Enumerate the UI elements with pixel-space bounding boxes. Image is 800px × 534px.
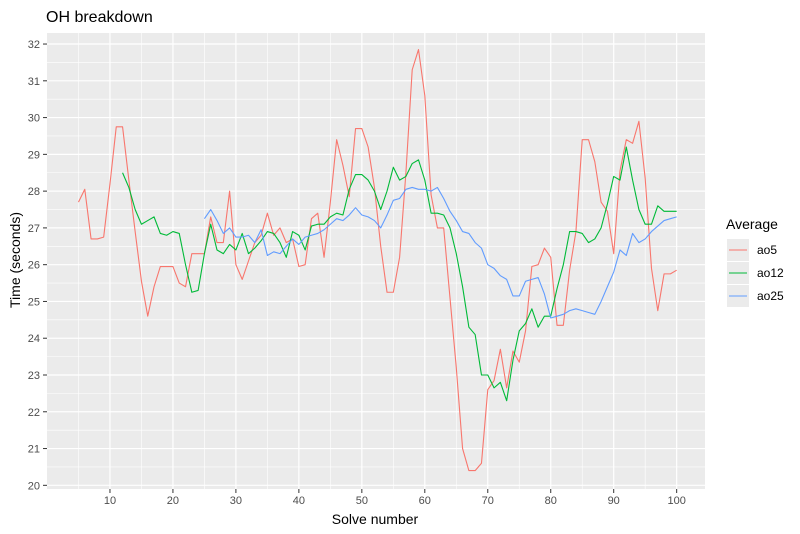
y-axis: 20 21 22 23 24 25 26 27 28 29 30 31 32: [28, 39, 47, 492]
x-tick-label: 30: [230, 495, 242, 507]
y-tick-label: 21: [28, 444, 40, 456]
x-tick-label: 90: [608, 495, 620, 507]
chart-title: OH breakdown: [46, 9, 153, 26]
legend-label: ao25: [757, 289, 784, 303]
y-axis-title: Time (seconds): [7, 212, 23, 308]
x-tick-label: 20: [167, 495, 179, 507]
x-tick-label: 50: [356, 495, 368, 507]
y-tick-label: 24: [28, 333, 40, 345]
y-tick-label: 23: [28, 370, 40, 382]
y-tick-label: 30: [28, 113, 40, 125]
x-tick-label: 70: [482, 495, 494, 507]
x-axis-title: Solve number: [332, 511, 419, 527]
y-tick-label: 27: [28, 223, 40, 235]
x-tick-label: 10: [104, 495, 116, 507]
series-line-ao12: [122, 146, 677, 402]
plot-panel: [47, 33, 705, 489]
x-tick-label: 80: [545, 495, 557, 507]
x-axis: 10 20 30 40 50 60 70 80 90 100: [104, 489, 686, 507]
y-tick-label: 31: [28, 76, 40, 88]
series-line-ao5: [77, 48, 677, 472]
grid-minor: [47, 33, 705, 489]
y-tick-label: 20: [28, 480, 40, 492]
legend-label: ao5: [757, 243, 777, 257]
y-tick-label: 28: [28, 186, 40, 198]
y-tick-label: 25: [28, 296, 40, 308]
y-tick-label: 26: [28, 260, 40, 272]
legend: Average ao5 ao12 ao25: [726, 216, 784, 307]
y-tick-label: 22: [28, 407, 40, 419]
legend-label: ao12: [757, 266, 784, 280]
x-tick-label: 60: [419, 495, 431, 507]
legend-title: Average: [726, 216, 778, 232]
series-layer: [77, 48, 677, 472]
x-tick-label: 100: [667, 495, 685, 507]
series-line-ao25: [203, 186, 677, 319]
y-tick-label: 29: [28, 149, 40, 161]
x-tick-label: 40: [293, 495, 305, 507]
y-tick-label: 32: [28, 39, 40, 51]
